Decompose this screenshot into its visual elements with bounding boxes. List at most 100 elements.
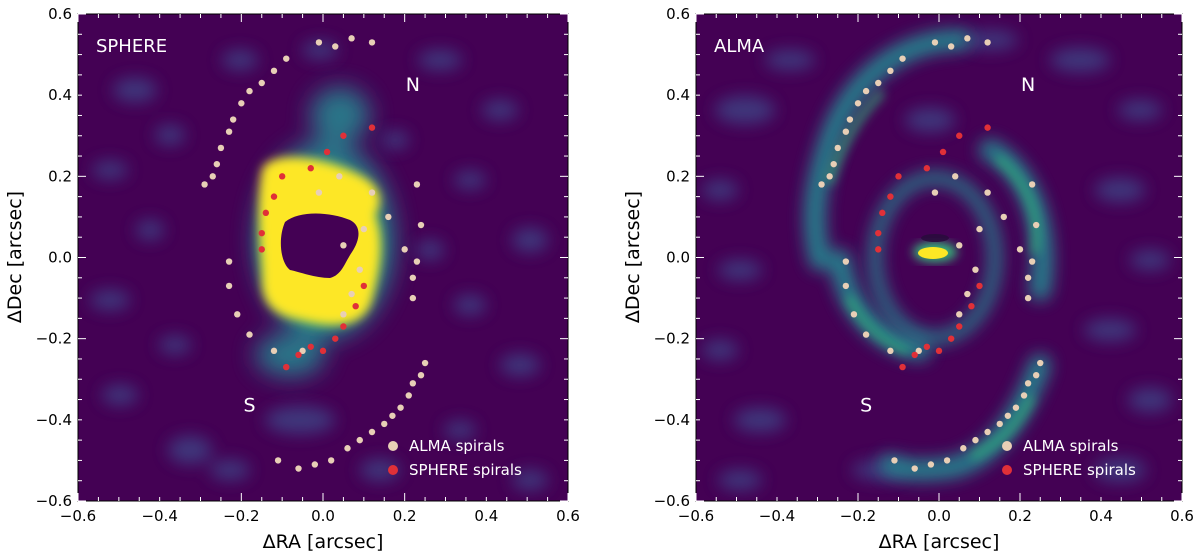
annotation-s: S: [860, 395, 872, 417]
y-tick-label: 0.2: [666, 167, 690, 185]
sphere-spirals-point: [984, 124, 991, 131]
x-tick-label: 0.6: [1170, 507, 1194, 525]
x-tick-label: −0.2: [840, 507, 876, 525]
alma-spirals-point: [270, 67, 278, 75]
alma-spirals-point: [274, 457, 282, 464]
alma-spirals-point: [1016, 246, 1024, 253]
alma-spirals-point: [270, 347, 278, 355]
y-tick-label: 0.6: [666, 5, 690, 23]
alma-spirals-point: [976, 225, 983, 233]
alma-spirals-point: [947, 43, 955, 50]
alma-spirals-point: [984, 428, 991, 436]
alma-spirals-point: [356, 266, 363, 273]
alma-spirals-point: [409, 380, 417, 387]
x-tick-label: −0.4: [759, 507, 795, 525]
alma-spirals-point: [1000, 213, 1007, 221]
legend-marker: [388, 441, 398, 451]
sphere-spirals-point: [875, 246, 882, 253]
sphere-ylabel: ΔDec [arcsec]: [4, 191, 26, 323]
x-tick-label: 0.4: [1089, 507, 1113, 525]
sphere-spirals-point: [262, 209, 270, 217]
x-tick-label: −0.6: [678, 507, 714, 525]
alma-spirals-point: [931, 39, 939, 46]
sphere-image: [78, 14, 568, 501]
sphere-spirals-point: [875, 229, 882, 237]
alma-ticks: −0.6−0.6 −0.4 −0.4 −0.2 −0.2 0.0 0.0 0.2 0.2 0.4 0…: [654, 5, 1194, 525]
sphere-spirals-point: [939, 148, 947, 156]
alma-spirals-point: [854, 100, 862, 107]
alma-spirals-point: [356, 436, 363, 444]
sphere-spirals-point: [895, 173, 902, 180]
alma-xlabel: ΔRA [arcsec]: [879, 531, 1000, 553]
alma-spirals-point: [405, 392, 412, 399]
sphere-spirals-point: [956, 132, 963, 139]
alma-spirals-point: [1037, 359, 1044, 367]
alma-spirals-point: [952, 173, 959, 180]
alma-spirals-point: [887, 347, 894, 355]
alma-spirals-point: [1024, 274, 1032, 281]
alma-spirals-point: [340, 311, 347, 318]
alma-spirals-point: [368, 39, 376, 46]
alma-spirals-point: [996, 420, 1003, 428]
alma-spirals-point: [850, 311, 858, 318]
alma-spirals-point: [915, 347, 922, 355]
alma-spirals-point: [397, 404, 404, 411]
alma-spirals-point: [238, 100, 245, 107]
alma-spirals-point: [956, 242, 963, 249]
y-tick-label: 0.6: [48, 5, 72, 23]
alma-spirals-point: [964, 35, 971, 42]
alma-spirals-point: [295, 465, 302, 472]
alma-spirals-point: [409, 274, 417, 281]
alma-image: [696, 14, 1182, 501]
alma-spirals-point: [360, 225, 368, 233]
x-tick-label: 0.0: [311, 507, 335, 525]
sphere-spirals-point: [323, 148, 331, 156]
alma-spirals-point: [911, 465, 918, 472]
sphere-spirals-point: [899, 363, 906, 371]
alma-spirals-point: [299, 347, 306, 355]
x-tick-label: −0.2: [223, 507, 259, 525]
alma-spirals-point: [201, 181, 208, 188]
alma-spirals-point: [846, 116, 854, 123]
alma-spirals-point: [842, 282, 850, 290]
y-tick-label: 0.4: [48, 86, 72, 104]
alma-spirals-point: [1012, 404, 1020, 411]
alma-spirals-point: [413, 181, 421, 188]
alma-spirals-point: [943, 457, 951, 464]
y-tick-label: 0.2: [48, 167, 72, 185]
legend-label: ALMA spirals: [409, 437, 505, 455]
y-tick-label: 0.4: [666, 86, 690, 104]
sphere-spirals-point: [283, 363, 290, 371]
sphere-spirals-point: [258, 229, 265, 237]
sphere-points: [201, 35, 429, 472]
sphere-spirals-point: [947, 335, 955, 342]
alma-spirals-point: [927, 461, 935, 468]
alma-spirals-point: [409, 294, 417, 302]
alma-spirals-point: [826, 173, 833, 180]
y-tick-label: −0.4: [36, 411, 72, 429]
y-tick-label: −0.2: [36, 330, 72, 348]
alma-spirals-point: [960, 445, 967, 452]
alma-spirals-point: [385, 213, 392, 221]
alma-spirals-point: [984, 189, 991, 196]
alma-annotations: NS: [860, 74, 1035, 417]
x-tick-label: 0.4: [474, 507, 498, 525]
annotation-n: N: [1021, 74, 1035, 96]
alma-spirals-point: [1033, 221, 1040, 229]
alma-legend: ALMA spirals SPHERE spirals: [1002, 437, 1136, 479]
alma-spirals-point: [1004, 412, 1012, 419]
legend-label: ALMA spirals: [1023, 437, 1119, 455]
x-tick-label: 0.2: [1008, 507, 1032, 525]
legend-label: SPHERE spirals: [1023, 461, 1136, 479]
alma-spirals-point: [842, 128, 850, 135]
alma-spirals-point: [311, 461, 319, 468]
alma-spirals-point: [209, 173, 216, 180]
sphere-spirals-point: [887, 193, 894, 200]
sphere-spirals-point: [307, 165, 314, 172]
y-tick-label: 0.0: [48, 249, 72, 267]
alma-spirals-point: [899, 55, 906, 62]
alma-spirals-point: [315, 189, 323, 196]
alma-spirals-point: [336, 173, 343, 180]
alma-spirals-point: [258, 79, 265, 87]
